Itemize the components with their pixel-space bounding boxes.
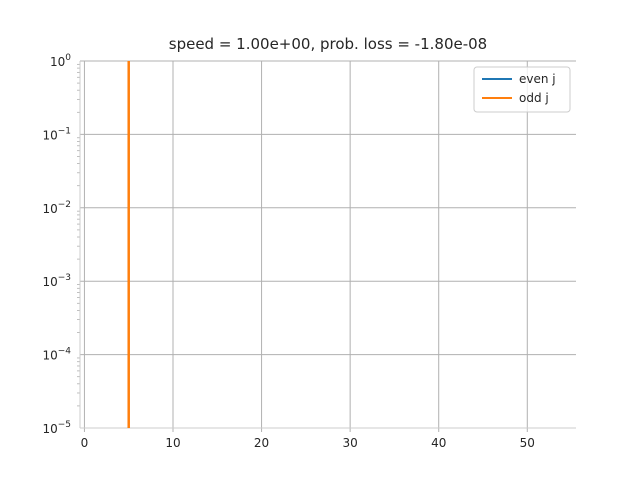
y-tick-label: 10−1: [42, 126, 71, 142]
grid: [80, 60, 576, 429]
y-tick-base: 10: [42, 349, 57, 363]
y-tick-label: 10−5: [42, 420, 71, 436]
y-tick-label: 10−2: [42, 200, 71, 216]
y-tick-label: 100: [50, 53, 71, 69]
x-tick-label: 20: [254, 436, 269, 450]
x-tick-label: 30: [343, 436, 358, 450]
y-tick-label: 10−4: [42, 347, 71, 363]
y-tick-exponent: −1: [58, 126, 71, 136]
legend: even j odd j: [473, 66, 571, 113]
y-tick-base: 10: [50, 55, 65, 69]
y-tick-base: 10: [42, 422, 57, 436]
y-tick-base: 10: [42, 275, 57, 289]
y-tick-base: 10: [42, 202, 57, 216]
y-tick-base: 10: [42, 128, 57, 142]
y-tick-label: 10−3: [42, 273, 71, 289]
x-tick-label: 50: [520, 436, 535, 450]
x-tick-label: 40: [431, 436, 446, 450]
y-tick-exponent: −3: [58, 273, 71, 283]
y-tick-exponent: −4: [58, 347, 72, 357]
y-tick-exponent: −5: [58, 420, 71, 430]
y-tick-exponent: −2: [58, 200, 71, 210]
y-tick-exponent: 0: [65, 53, 71, 63]
chart-title: speed = 1.00e+00, prob. loss = -1.80e-08: [169, 35, 487, 53]
x-tick-label: 0: [81, 436, 89, 450]
x-tick-label: 10: [165, 436, 180, 450]
legend-label: odd j: [519, 91, 549, 105]
legend-label: even j: [519, 72, 556, 86]
